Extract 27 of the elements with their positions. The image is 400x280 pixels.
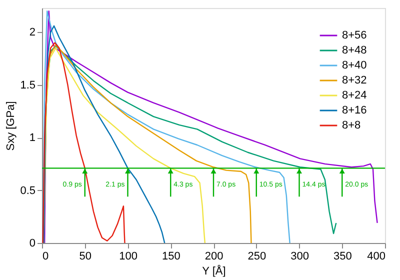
x-tick-label: 400 bbox=[367, 250, 386, 262]
x-tick-label: 350 bbox=[333, 250, 352, 262]
line-series bbox=[44, 10, 378, 243]
line-series bbox=[43, 47, 206, 243]
y-tick-label: 2 bbox=[29, 26, 36, 39]
legend-label: 8+40 bbox=[342, 60, 367, 72]
legend-label: 8+8 bbox=[342, 120, 361, 132]
y-tick-label: 0 bbox=[29, 238, 36, 250]
legend-label: 8+24 bbox=[342, 90, 367, 102]
x-tick-label: 100 bbox=[119, 250, 138, 262]
x-tick-label: 200 bbox=[204, 250, 224, 262]
legend-label: 8+16 bbox=[342, 104, 367, 116]
x-tick-label: 150 bbox=[162, 250, 180, 262]
x-axis-title: Y [Å] bbox=[202, 264, 226, 278]
legend-label: 8+56 bbox=[342, 30, 367, 42]
x-tick-label: 50 bbox=[79, 250, 92, 262]
legend-label: 8+32 bbox=[342, 74, 367, 86]
x-tick-label: 0 bbox=[42, 250, 49, 262]
line-series bbox=[42, 10, 290, 243]
y-tick-label: 1.5 bbox=[20, 79, 36, 92]
line-series bbox=[42, 42, 126, 243]
y-tick-label: 0.5 bbox=[20, 184, 36, 197]
x-tick-label: 300 bbox=[290, 250, 309, 262]
y-axis-title: Sxy [GPa] bbox=[5, 101, 18, 151]
x-tick-label: 250 bbox=[248, 250, 266, 262]
legend-label: 8+48 bbox=[342, 44, 367, 56]
y-tick-label: 1 bbox=[29, 132, 36, 144]
